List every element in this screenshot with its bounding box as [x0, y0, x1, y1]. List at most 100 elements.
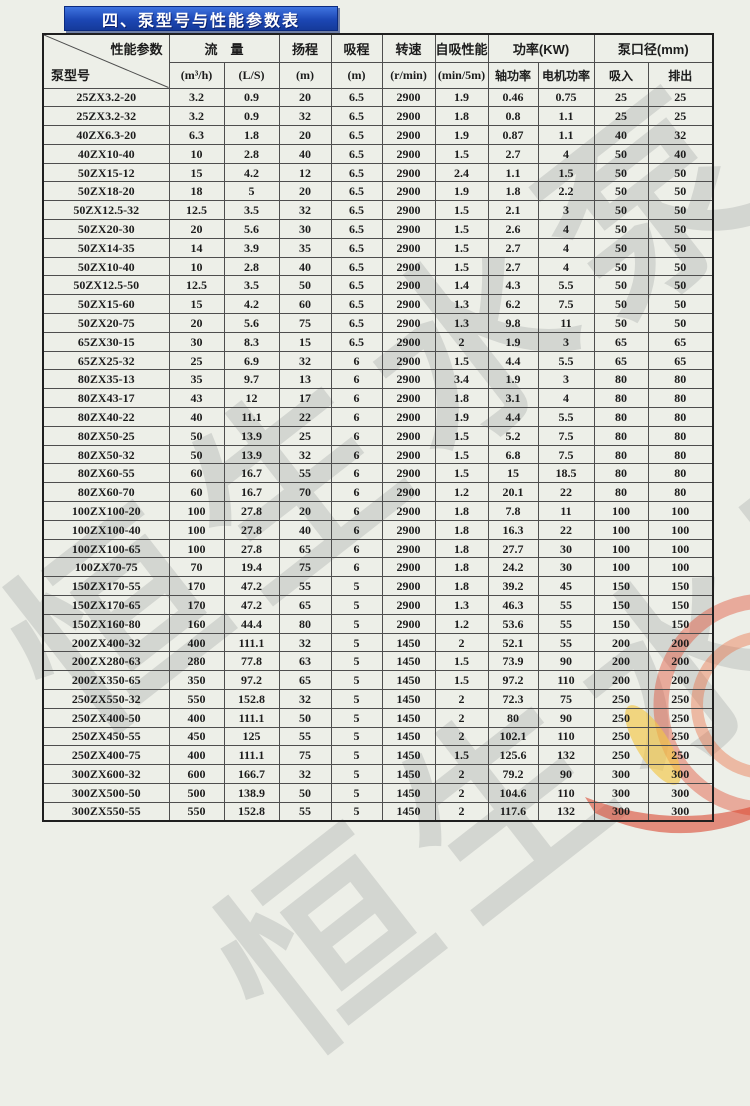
- value-cell: 1.8: [434, 388, 489, 409]
- value-cell: 2900: [381, 595, 436, 615]
- table-row: 100ZX100-20 100 27.8 20 6 2900 1.8 7.8 11 100 100: [42, 501, 714, 521]
- value-cell: 550: [168, 801, 225, 822]
- header-head-unit: (m): [278, 61, 332, 89]
- value-cell: 4: [537, 143, 595, 164]
- value-cell: 25: [647, 106, 714, 127]
- value-cell: 6.5: [330, 256, 383, 277]
- value-cell: 1.8: [434, 538, 489, 559]
- value-cell: 52.1: [487, 632, 539, 653]
- value-cell: 15: [487, 463, 539, 484]
- value-cell: 80: [593, 463, 649, 484]
- value-cell: 25: [593, 87, 649, 108]
- header-pump-model: 泵型号: [51, 67, 91, 83]
- value-cell: 50: [168, 425, 225, 446]
- pump-model-cell: 100ZX70-75: [42, 557, 170, 578]
- value-cell: 30: [537, 538, 595, 559]
- value-cell: 65: [647, 331, 714, 352]
- table-row: 250ZX550-32 550 152.8 32 5 1450 2 72.3 75 250 250: [42, 689, 714, 709]
- value-cell: 6.5: [330, 143, 383, 164]
- value-cell: 1.5: [434, 444, 489, 465]
- pump-model-cell: 50ZX14-35: [42, 237, 170, 258]
- value-cell: 50: [278, 707, 332, 728]
- value-cell: 55: [278, 801, 332, 822]
- value-cell: 6.5: [330, 294, 383, 315]
- value-cell: 138.9: [223, 782, 280, 803]
- value-cell: 111.1: [223, 745, 280, 766]
- pump-model-cell: 80ZX50-32: [42, 444, 170, 465]
- value-cell: 24.2: [487, 557, 539, 578]
- table-row: 250ZX400-50 400 111.1 50 5 1450 2 80 90 250 250: [42, 707, 714, 728]
- value-cell: 55: [278, 463, 332, 484]
- table-row: 50ZX14-35 14 3.9 35 6.5 2900 1.5 2.7 4 50 50: [42, 237, 714, 258]
- value-cell: 70: [168, 557, 225, 578]
- value-cell: 18: [168, 181, 225, 202]
- value-cell: 6.5: [330, 106, 383, 127]
- value-cell: 1.8: [434, 501, 489, 521]
- value-cell: 75: [278, 313, 332, 333]
- value-cell: 1.3: [434, 294, 489, 315]
- pump-model-cell: 200ZX400-32: [42, 632, 170, 653]
- value-cell: 20: [278, 125, 332, 145]
- value-cell: 20: [168, 219, 225, 239]
- value-cell: 1450: [381, 632, 436, 653]
- value-cell: 22: [278, 407, 332, 427]
- table-row: 200ZX280-63 280 77.8 63 5 1450 1.5 73.9 90 200 200: [42, 651, 714, 672]
- value-cell: 65: [647, 350, 714, 371]
- value-cell: 16.7: [223, 482, 280, 503]
- value-cell: 250: [647, 745, 714, 766]
- value-cell: 25: [647, 87, 714, 108]
- value-cell: 3.1: [487, 388, 539, 409]
- pump-model-cell: 200ZX350-65: [42, 670, 170, 690]
- value-cell: 32: [278, 764, 332, 784]
- value-cell: 17: [278, 388, 332, 409]
- value-cell: 111.1: [223, 707, 280, 728]
- value-cell: 1450: [381, 764, 436, 784]
- pump-model-cell: 40ZX10-40: [42, 143, 170, 164]
- pump-model-cell: 25ZX3.2-32: [42, 106, 170, 127]
- value-cell: 300: [647, 801, 714, 822]
- value-cell: 1.2: [434, 482, 489, 503]
- value-cell: 1450: [381, 707, 436, 728]
- header-selfprime-unit: (min/5m): [434, 61, 489, 89]
- value-cell: 166.7: [223, 764, 280, 784]
- value-cell: 3: [537, 369, 595, 390]
- table-row: 50ZX12.5-32 12.5 3.5 32 6.5 2900 1.5 2.1 3 50 50: [42, 200, 714, 221]
- pump-model-cell: 50ZX18-20: [42, 181, 170, 202]
- pump-model-cell: 80ZX40-22: [42, 407, 170, 427]
- table-row: 300ZX600-32 600 166.7 32 5 1450 2 79.2 90 300 300: [42, 764, 714, 784]
- value-cell: 5: [330, 595, 383, 615]
- table-body: 25ZX3.2-20 3.2 0.9 20 6.5 2900 1.9 0.46 0.75 25 25…: [42, 87, 714, 822]
- value-cell: 4.2: [223, 294, 280, 315]
- value-cell: 1.2: [434, 613, 489, 634]
- page-title: 四、泵型号与性能参数表: [64, 6, 338, 31]
- value-cell: 20: [168, 313, 225, 333]
- value-cell: 6: [330, 444, 383, 465]
- value-cell: 2900: [381, 181, 436, 202]
- value-cell: 2.4: [434, 162, 489, 183]
- value-cell: 6.5: [330, 200, 383, 221]
- pump-model-cell: 250ZX550-32: [42, 689, 170, 709]
- value-cell: 3: [537, 200, 595, 221]
- value-cell: 300: [593, 801, 649, 822]
- value-cell: 150: [647, 595, 714, 615]
- pump-model-cell: 250ZX450-55: [42, 726, 170, 747]
- diagonal-divider: [44, 35, 169, 88]
- table-row: 50ZX18-20 18 5 20 6.5 2900 1.9 1.8 2.2 50 50: [42, 181, 714, 202]
- header-head: 扬程: [278, 33, 332, 63]
- value-cell: 50: [647, 256, 714, 277]
- value-cell: 2900: [381, 501, 436, 521]
- value-cell: 2900: [381, 237, 436, 258]
- value-cell: 27.8: [223, 501, 280, 521]
- value-cell: 2900: [381, 519, 436, 540]
- table-row: 40ZX6.3-20 6.3 1.8 20 6.5 2900 1.9 0.87 1.1 40 32: [42, 125, 714, 145]
- value-cell: 2900: [381, 576, 436, 597]
- value-cell: 32: [278, 632, 332, 653]
- value-cell: 300: [593, 782, 649, 803]
- value-cell: 300: [647, 782, 714, 803]
- pump-model-cell: 100ZX100-40: [42, 519, 170, 540]
- value-cell: 1.3: [434, 595, 489, 615]
- table-row: 80ZX43-17 43 12 17 6 2900 1.8 3.1 4 80 80: [42, 388, 714, 409]
- value-cell: 4.4: [487, 350, 539, 371]
- value-cell: 80: [593, 407, 649, 427]
- value-cell: 150: [593, 613, 649, 634]
